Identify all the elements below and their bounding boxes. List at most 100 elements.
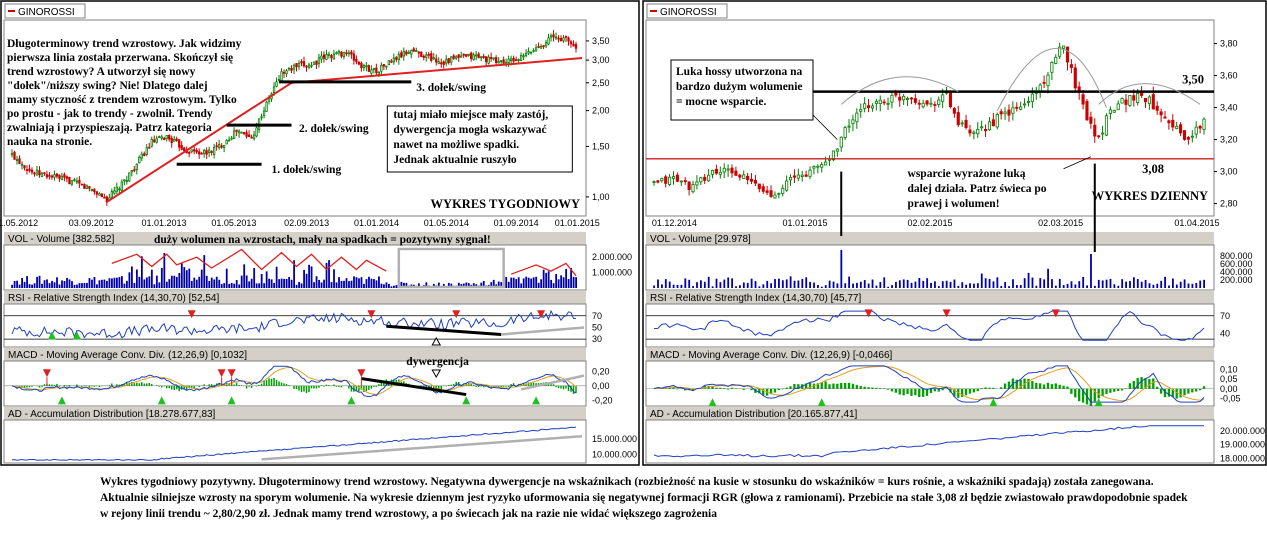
macd-hist-bar — [855, 385, 858, 389]
macd-hist-bar — [1171, 388, 1174, 398]
candle — [956, 112, 960, 126]
candle — [816, 165, 820, 168]
volume-bar — [910, 282, 913, 288]
daily-rsi-panel — [645, 303, 1215, 348]
macd-hist-bar — [360, 385, 363, 390]
volume-bar — [228, 283, 231, 288]
volume-bar — [492, 279, 495, 288]
level-308-label: 3,08 — [1142, 162, 1164, 176]
candle — [230, 137, 233, 140]
candle — [420, 51, 423, 57]
volume-bar — [58, 284, 61, 288]
macd-hist-bar — [898, 388, 901, 395]
volume-bar — [66, 277, 68, 288]
candle — [385, 65, 388, 68]
candle — [1108, 109, 1112, 114]
macd-hist-bar — [440, 385, 442, 390]
volume-bar — [1187, 283, 1190, 288]
volume-bar — [198, 276, 201, 288]
candle — [1198, 125, 1202, 129]
macd-buy-marker — [817, 398, 826, 407]
candle — [734, 170, 738, 176]
volume-bar — [562, 277, 565, 288]
candle — [290, 67, 293, 71]
weekly-ad-line — [11, 426, 577, 461]
volume-bar — [1027, 272, 1030, 288]
date-label: 02.03.2015 — [1038, 218, 1083, 228]
macd-hist-bar — [976, 388, 979, 392]
candle — [15, 159, 19, 162]
candle — [317, 57, 321, 64]
candle — [380, 64, 383, 72]
candle — [335, 52, 338, 55]
ad-tick-label: 20.000.000 — [1220, 426, 1265, 436]
candle — [475, 54, 478, 57]
candle — [769, 190, 773, 197]
volume-bar — [26, 276, 28, 288]
volume-bar — [118, 277, 121, 288]
volume-bar — [303, 269, 305, 288]
volume-bar — [33, 283, 36, 288]
weekly-note-line: zwalniają i przyspieszają. Patrz kategor… — [7, 122, 212, 134]
candle — [1085, 101, 1089, 121]
ad-tick-label: 19.000.000 — [1220, 440, 1265, 450]
macd-hist-bar — [335, 385, 338, 387]
macd-hist-bar — [170, 385, 173, 390]
candle — [547, 37, 550, 45]
volume-bar — [340, 280, 343, 288]
volume-bar — [550, 279, 553, 288]
weekly-ad-header-bar — [4, 407, 586, 420]
candle — [170, 137, 173, 144]
volume-bar — [555, 273, 558, 288]
candle — [53, 174, 56, 178]
macd-hist-bar — [88, 385, 91, 388]
candle — [205, 150, 208, 155]
candle — [262, 110, 266, 116]
volume-bar — [128, 272, 131, 288]
volume-bar — [871, 279, 874, 288]
macd-hist-bar — [1179, 388, 1182, 398]
volume-bar — [363, 283, 365, 288]
volume-bar — [1168, 285, 1170, 288]
candle — [517, 59, 520, 61]
macd-hist-bar — [111, 383, 113, 386]
volume-bar — [315, 276, 318, 288]
volume-bar — [243, 264, 246, 288]
candle — [80, 183, 84, 186]
candle — [382, 64, 385, 67]
volume-bar — [11, 284, 13, 288]
candle — [1046, 74, 1050, 87]
candle — [450, 56, 453, 63]
right-shoulder-arc — [1098, 83, 1201, 105]
macd-hist-bar — [859, 385, 862, 389]
candle — [502, 59, 505, 64]
ad-gray-trend — [261, 435, 583, 461]
volume-tick-label: 1.000.000 — [592, 268, 632, 278]
stagnation-note-line: nawet na możliwe spadki. — [393, 139, 519, 151]
candle — [212, 147, 216, 155]
volume-bar — [210, 277, 213, 288]
macd-hist-bar — [1175, 388, 1178, 399]
macd-hist-bar — [1195, 388, 1198, 392]
macd-hist-bar — [793, 383, 796, 389]
macd-hist-bar — [98, 385, 101, 387]
candle — [440, 62, 443, 65]
candle — [1015, 106, 1019, 109]
macd-hist-bar — [960, 388, 964, 397]
candle — [425, 54, 428, 58]
macd-hist-bar — [133, 383, 136, 386]
volume-bar — [365, 279, 368, 288]
macd-hist-bar — [81, 385, 83, 388]
volume-bar — [293, 260, 295, 288]
weekly-trendline-1 — [106, 81, 293, 203]
macd-hist-bar — [328, 385, 330, 386]
macd-hist-bar — [66, 385, 68, 387]
volume-bar — [510, 277, 513, 288]
volume-bar — [333, 269, 335, 288]
volume-bar — [875, 285, 878, 288]
volume-bar — [76, 284, 78, 288]
macd-buy-marker — [347, 396, 356, 405]
volume-bar — [213, 279, 216, 288]
macd-hist-bar — [350, 385, 353, 392]
macd-hist-bar — [773, 388, 777, 393]
